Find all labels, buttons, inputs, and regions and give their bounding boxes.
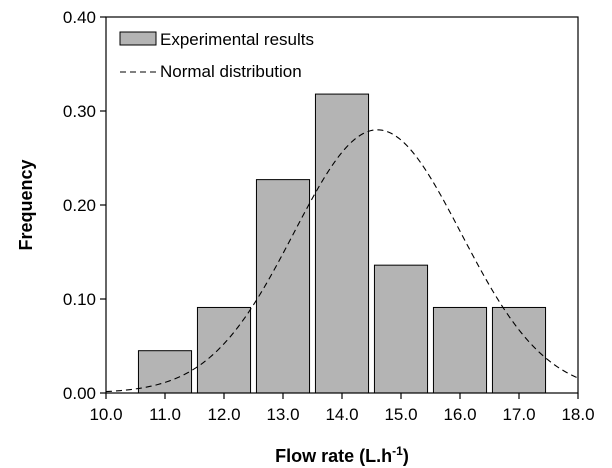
x-axis-title: Flow rate (L.h-1) bbox=[275, 444, 409, 466]
bar-15.0 bbox=[373, 264, 429, 394]
x-tick-label: 12.0 bbox=[207, 405, 240, 424]
x-tick-label: 14.0 bbox=[325, 405, 358, 424]
bar-12.0 bbox=[196, 306, 252, 394]
normal-distribution-curve bbox=[105, 129, 579, 393]
legend-swatch-experimental bbox=[119, 31, 157, 46]
y-tick-label: 0.10 bbox=[63, 290, 96, 309]
y-tick-label: 0.20 bbox=[63, 196, 96, 215]
bar-14.0 bbox=[314, 93, 370, 394]
x-tick-label: 18.0 bbox=[561, 405, 594, 424]
y-axis-title: Frequency bbox=[16, 159, 36, 250]
x-tick-label: 13.0 bbox=[266, 405, 299, 424]
y-tick-label: 0.00 bbox=[63, 384, 96, 403]
bars-group bbox=[137, 93, 547, 394]
x-axis-title-sup: -1 bbox=[392, 444, 403, 458]
x-axis-title-close: ) bbox=[403, 446, 409, 466]
x-tick-label: 17.0 bbox=[502, 405, 535, 424]
bar-16.0 bbox=[432, 306, 488, 394]
x-tick-label: 16.0 bbox=[443, 405, 476, 424]
y-tick-label: 0.30 bbox=[63, 102, 96, 121]
legend-label-experimental: Experimental results bbox=[160, 30, 314, 49]
x-tick-label: 11.0 bbox=[149, 405, 181, 424]
x-tick-label: 15.0 bbox=[384, 405, 417, 424]
legend: Experimental results Normal distribution bbox=[119, 30, 314, 81]
x-tick-label: 10.0 bbox=[89, 405, 122, 424]
bar-17.0 bbox=[491, 306, 547, 394]
y-axis-ticks: 0.00 0.10 0.20 0.30 0.40 bbox=[63, 8, 106, 403]
legend-label-normal: Normal distribution bbox=[160, 62, 302, 81]
y-tick-label: 0.40 bbox=[63, 8, 96, 27]
x-axis-title-main: Flow rate (L.h bbox=[275, 446, 392, 466]
x-axis-ticks: 10.0 11.0 12.0 13.0 14.0 15.0 16.0 17.0 18.0 bbox=[89, 393, 595, 424]
bar-11.0 bbox=[137, 350, 193, 394]
